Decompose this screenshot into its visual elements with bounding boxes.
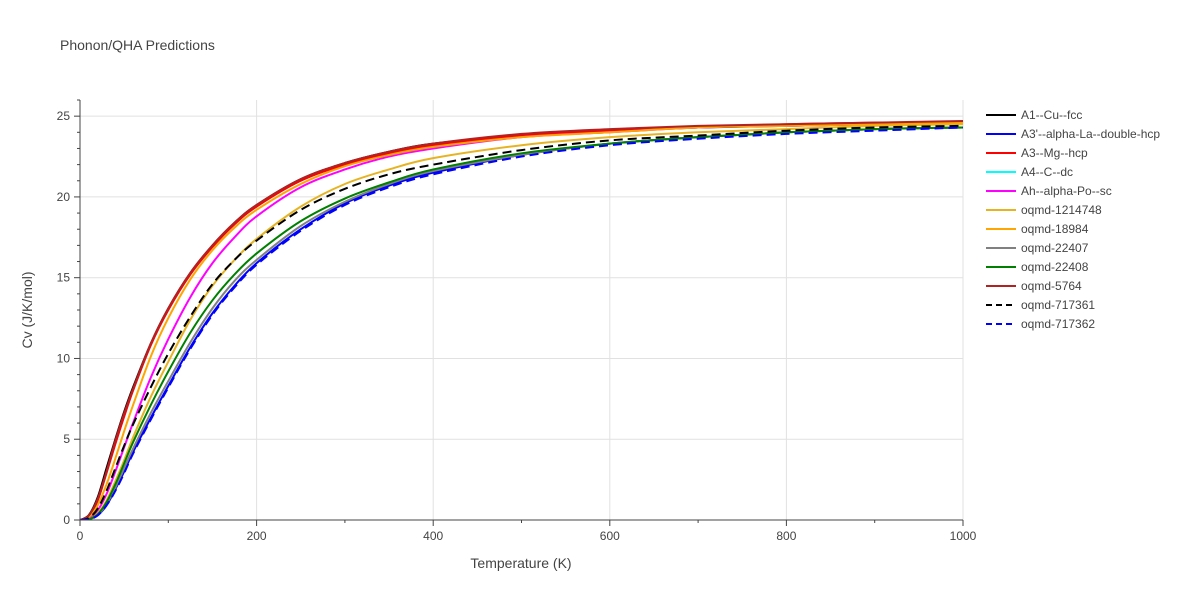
series-line-oqmd-1214748 (80, 123, 963, 520)
legend-label-oqmd-22407: oqmd-22407 (1021, 241, 1089, 255)
series-line-oqmd-717361 (80, 124, 963, 520)
x-tick-label: 400 (423, 529, 443, 543)
x-tick-label: 600 (600, 529, 620, 543)
series-line-ah-alpha-po-sc (80, 121, 963, 520)
series-line-oqmd-717362 (80, 126, 963, 520)
legend-label-oqmd-717362: oqmd-717362 (1021, 317, 1095, 331)
chart-title: Phonon/QHA Predictions (60, 37, 215, 53)
x-tick-label: 800 (776, 529, 796, 543)
y-tick-label: 20 (57, 190, 71, 204)
y-tick-label: 0 (63, 513, 70, 527)
legend-label-ah-alpha-po-sc: Ah--alpha-Po--sc (1021, 184, 1112, 198)
x-tick-label: 1000 (950, 529, 977, 543)
legend-label-oqmd-22408: oqmd-22408 (1021, 260, 1089, 274)
legend-label-a4-c-dc: A4--C--dc (1021, 165, 1073, 179)
axes-layer: 0 200 400 600 800 1000 0 5 10 15 20 25 (57, 99, 977, 543)
x-axis-title: Temperature (K) (470, 555, 571, 571)
legend-label-oqmd-1214748: oqmd-1214748 (1021, 203, 1102, 217)
series-line-a3-mg-hcp (80, 121, 963, 520)
x-tick-label: 200 (247, 529, 267, 543)
legend-label-oqmd-18984: oqmd-18984 (1021, 222, 1089, 236)
legend-label-a3-mg-hcp: A3--Mg--hcp (1021, 146, 1088, 160)
y-axis-title: Cv (J/K/mol) (19, 272, 35, 349)
series-layer (80, 120, 963, 520)
series-line-a1-cu-fcc (80, 121, 963, 520)
y-tick-label: 10 (57, 351, 71, 365)
legend-label-a1-cu-fcc: A1--Cu--fcc (1021, 108, 1082, 122)
y-tick-label: 25 (57, 109, 71, 123)
series-line-oqmd-22408 (80, 126, 963, 520)
x-tick-label: 0 (77, 529, 84, 543)
series-line-oqmd-18984 (80, 121, 963, 520)
y-tick-label: 5 (63, 432, 70, 446)
legend: A1--Cu--fcc A3'--alpha-La--double-hcp A3--… (986, 108, 1160, 331)
series-line-a3-alpha-la-double-hcp (80, 126, 963, 520)
legend-label-oqmd-717361: oqmd-717361 (1021, 298, 1095, 312)
series-line-oqmd-5764 (80, 120, 963, 520)
y-tick-label: 15 (57, 271, 71, 285)
legend-label-a3-alpha-la-double-hcp: A3'--alpha-La--double-hcp (1021, 127, 1160, 141)
series-line-oqmd-22407 (80, 126, 963, 520)
grid-layer (80, 100, 964, 520)
legend-label-oqmd-5764: oqmd-5764 (1021, 279, 1082, 293)
